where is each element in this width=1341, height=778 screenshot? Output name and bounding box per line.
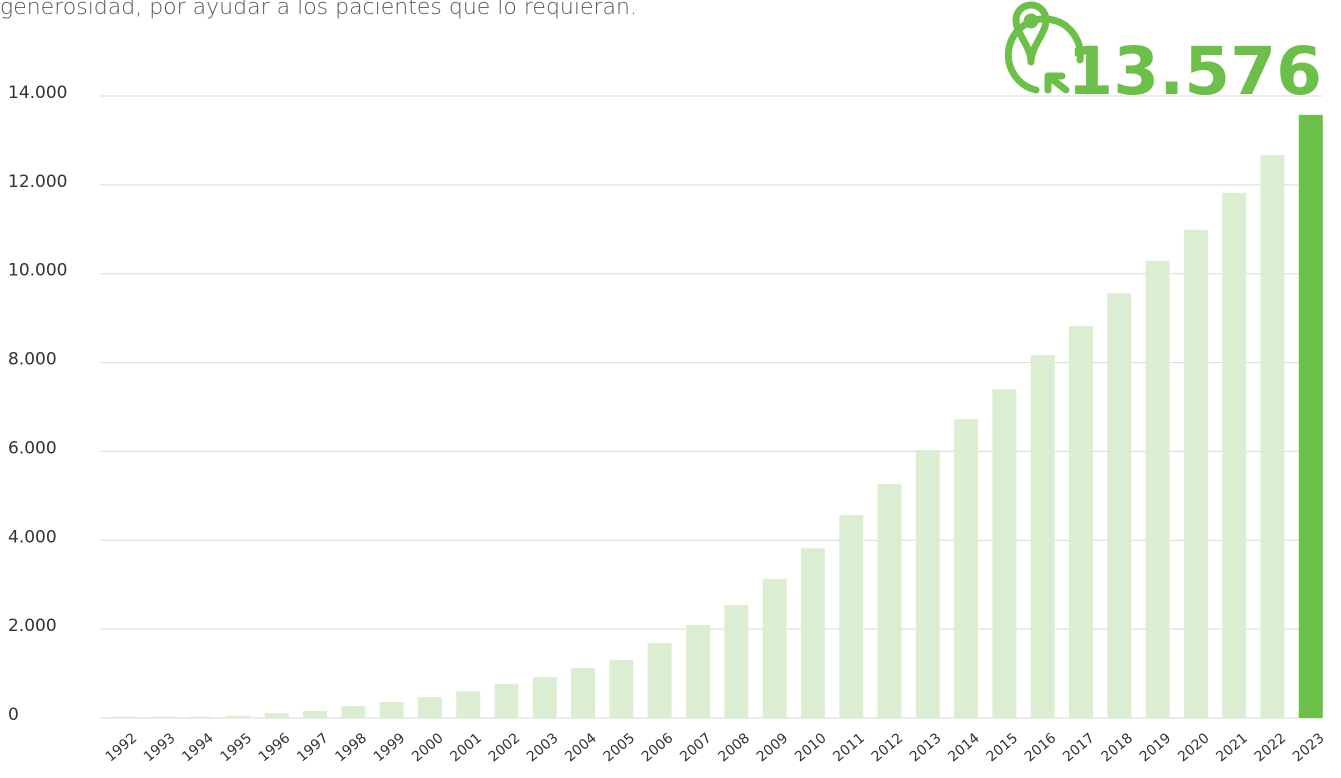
bar xyxy=(1183,229,1208,719)
bar xyxy=(341,706,366,718)
bar xyxy=(417,697,442,718)
x-tick-label: 2013 xyxy=(907,730,945,765)
bar xyxy=(303,710,327,718)
x-tick-label: 2021 xyxy=(1213,730,1251,765)
total-annotation: 13.576 xyxy=(1067,33,1322,110)
bar xyxy=(762,578,787,718)
x-tick-label: 2006 xyxy=(639,730,677,765)
x-tick-label: 2022 xyxy=(1252,730,1290,765)
bar xyxy=(149,716,174,718)
bar xyxy=(954,418,979,718)
bar xyxy=(532,677,557,718)
grid xyxy=(100,95,1322,719)
bar xyxy=(609,660,634,718)
bar xyxy=(456,691,481,718)
bar xyxy=(1145,260,1170,718)
x-tick-label: 1997 xyxy=(294,730,332,765)
x-tick-label: 2001 xyxy=(447,730,485,765)
x-tick-label: 1992 xyxy=(103,730,141,765)
location-icon xyxy=(1004,1,1084,94)
bar xyxy=(494,684,519,718)
x-tick-label: 2017 xyxy=(1060,730,1098,765)
bar xyxy=(1069,326,1093,718)
y-tick-label: 2.000 xyxy=(8,616,57,636)
bar xyxy=(379,702,404,718)
x-tick-label: 2019 xyxy=(1137,730,1175,765)
bars xyxy=(111,114,1323,719)
x-tick-label: 2003 xyxy=(524,730,562,765)
x-tick-label: 1999 xyxy=(371,730,409,765)
x-tick-label: 2007 xyxy=(677,730,715,765)
x-tick-label: 2004 xyxy=(562,730,600,765)
x-tick-label: 1993 xyxy=(141,730,179,765)
x-tick-label: 1995 xyxy=(218,730,256,765)
x-tick-label: 1998 xyxy=(332,730,370,765)
y-tick-label: 6.000 xyxy=(8,438,57,458)
x-tick-label: 2009 xyxy=(754,730,792,765)
bar xyxy=(992,389,1017,718)
x-tick-label: 2012 xyxy=(869,730,907,765)
x-tick-label: 2011 xyxy=(830,730,868,765)
y-tick-label: 4.000 xyxy=(8,527,57,547)
bar xyxy=(724,605,749,718)
bar xyxy=(1222,192,1247,719)
bar xyxy=(226,715,251,718)
subtitle: generosidad, por ayudar a los pacientes … xyxy=(0,0,637,20)
x-tick-label: 2016 xyxy=(1022,730,1060,765)
bar xyxy=(686,625,710,718)
x-tick-label: 2005 xyxy=(601,730,639,765)
y-tick-label: 10.000 xyxy=(8,261,67,281)
x-tick-label: 2000 xyxy=(409,730,447,765)
x-tick-label: 2015 xyxy=(984,730,1022,765)
bar xyxy=(839,514,864,718)
bar xyxy=(188,716,213,718)
bar xyxy=(915,450,940,718)
bar xyxy=(1298,114,1323,719)
bar xyxy=(877,483,902,718)
x-tick-label: 1994 xyxy=(179,730,217,765)
x-tick-label: 2023 xyxy=(1290,730,1328,765)
x-tick-label: 2002 xyxy=(486,730,524,765)
bar xyxy=(800,548,825,718)
bar xyxy=(264,713,289,718)
y-tick-label: 0 xyxy=(8,705,19,725)
bar xyxy=(571,668,596,718)
bar xyxy=(1030,355,1055,718)
bar xyxy=(1260,155,1285,719)
x-tick-label: 2020 xyxy=(1175,730,1213,765)
y-tick-label: 8.000 xyxy=(8,350,57,370)
x-tick-label: 2010 xyxy=(792,730,830,765)
x-tick-label: 1996 xyxy=(256,730,294,765)
bar xyxy=(1107,293,1132,718)
y-tick-label: 12.000 xyxy=(8,172,67,192)
x-tick-label: 2014 xyxy=(945,730,983,765)
x-tick-label: 2008 xyxy=(715,730,753,765)
bar xyxy=(111,716,136,718)
y-tick-label: 14.000 xyxy=(8,83,67,103)
bar xyxy=(647,642,672,718)
x-tick-label: 2018 xyxy=(1098,730,1136,765)
